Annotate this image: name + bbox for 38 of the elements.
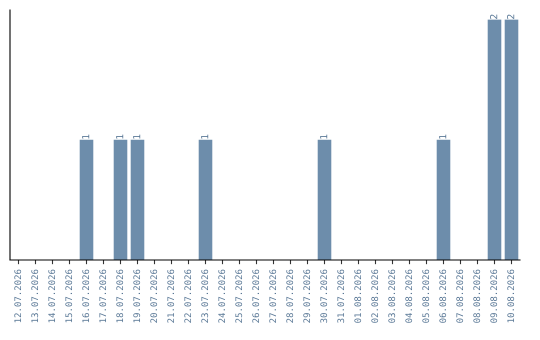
data-label: 1 [133,134,140,139]
x-tick-label: 25.07.2026 [235,270,242,323]
data-label: 1 [201,134,208,139]
x-tick-label: 21.07.2026 [167,270,174,323]
x-tick-label: 13.07.2026 [31,270,38,322]
data-label: 1 [116,134,124,139]
x-tick-label: 12.07.2026 [14,270,22,322]
data-label: 1 [82,134,90,139]
x-tick-label: 30.07.2026 [320,270,328,323]
x-tick-label: 31.07.2026 [337,270,344,323]
x-tick-label: 15.07.2026 [65,270,72,322]
x-tick-label: 16.07.2026 [82,270,90,322]
x-tick-label: 18.07.2026 [116,270,124,322]
x-tick-label: 26.07.2026 [252,270,260,323]
x-tick-label: 05.08.2026 [422,270,430,323]
x-tick-label: 01.08.2026 [354,270,362,323]
data-label: 1 [320,134,328,139]
x-tick-label: 19.07.2026 [133,270,140,322]
x-tick-label: 20.07.2026 [150,270,158,323]
x-tick-label: 04.08.2026 [405,270,412,323]
data-label: 2 [506,14,514,19]
x-tick-label: 23.07.2026 [201,270,208,323]
data-label: 1 [439,134,446,139]
x-tick-label: 06.08.2026 [439,270,446,323]
data-label: 2 [490,14,498,19]
x-tick-label: 22.07.2026 [184,270,192,323]
x-tick-label: 24.07.2026 [218,270,226,323]
x-tick-label: 29.07.2026 [303,270,310,323]
x-tick-label: 02.08.2026 [371,270,378,323]
x-tick-label: 09.08.2026 [490,270,498,323]
x-tick-label: 28.07.2026 [286,270,294,323]
x-tick-label: 27.07.2026 [269,270,276,323]
x-tick-label: 08.08.2026 [473,270,480,323]
x-tick-label: 17.07.2026 [99,270,106,322]
x-tick-label: 14.07.2026 [48,270,56,322]
x-tick-label: 10.08.2026 [507,270,514,322]
x-tick-label: 07.08.2026 [456,270,464,323]
x-tick-label: 03.08.2026 [388,270,396,323]
